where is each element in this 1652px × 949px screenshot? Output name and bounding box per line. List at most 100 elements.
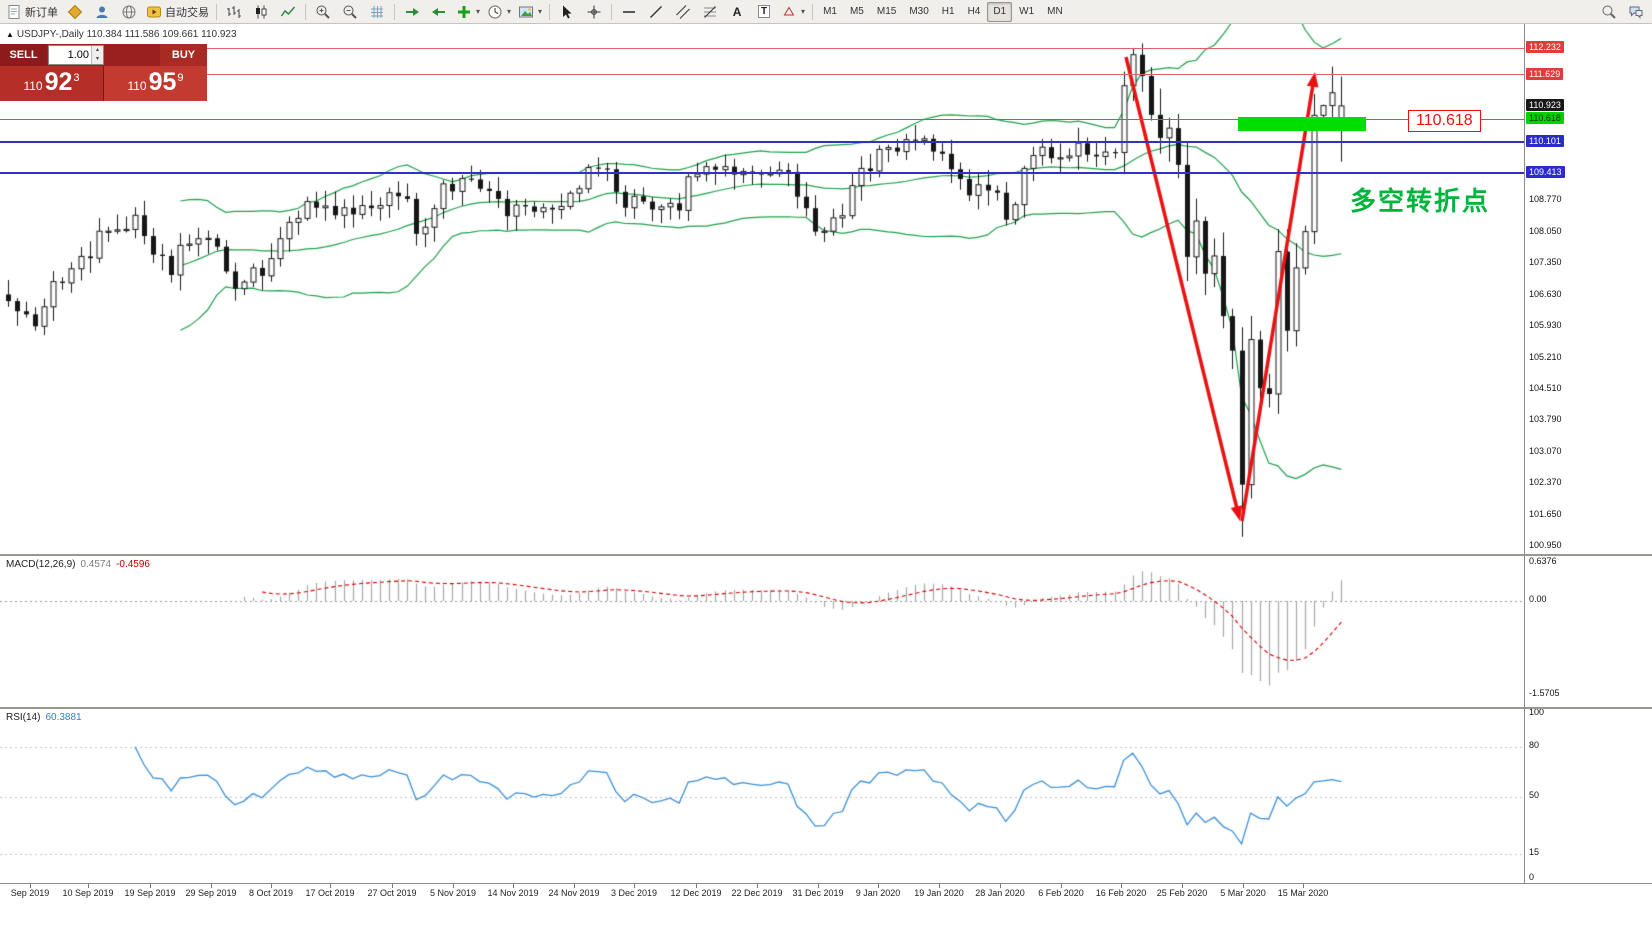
grid-button[interactable]: [364, 2, 390, 22]
symbol-collapse-icon[interactable]: ▲: [6, 30, 14, 39]
profile-icon: [96, 6, 108, 18]
price-tick: 104.510: [1529, 382, 1562, 393]
timeframe-d1-button[interactable]: D1: [987, 1, 1013, 22]
price-tick: 103.790: [1529, 414, 1562, 425]
panel-separator[interactable]: [0, 707, 1652, 709]
channel-tool-button[interactable]: [670, 2, 696, 22]
candlestick-chart-button[interactable]: [248, 2, 274, 22]
date-label: 6 Feb 2020: [1038, 888, 1084, 898]
date-tick: [271, 884, 272, 888]
zoom-in-button[interactable]: [310, 2, 336, 22]
horizontal-line-112.232[interactable]: [0, 47, 1524, 49]
timeframe-group: M1 M5 M15 M30 H1 H4 D1 W1 MN: [817, 1, 1069, 22]
date-tick: [1243, 884, 1244, 888]
date-tick: [30, 884, 31, 888]
profiles-button[interactable]: [89, 2, 115, 22]
new-order-button[interactable]: 新订单: [3, 2, 61, 22]
chinese-annotation[interactable]: 多空转折点: [1350, 186, 1491, 216]
macd-canvas[interactable]: [0, 556, 1524, 707]
macd-tick: 0.6376: [1529, 555, 1557, 566]
indicator-plus-icon: [458, 5, 470, 18]
rsi-tick: 50: [1529, 789, 1540, 800]
fibonacci-tool-button[interactable]: [697, 2, 723, 22]
toolbar-separator: [305, 3, 306, 20]
rsi-tick: 100: [1529, 707, 1545, 717]
volume-up-button[interactable]: ▴: [92, 46, 103, 55]
panel-separator[interactable]: [0, 554, 1652, 556]
date-tick: [88, 884, 89, 888]
textbox-tool-icon: T: [757, 5, 771, 18]
trendline-tool-button[interactable]: [643, 2, 669, 22]
auto-scroll-button[interactable]: [399, 2, 425, 22]
textbox-tool-button[interactable]: T: [751, 2, 777, 22]
date-tick: [150, 884, 151, 888]
rsi-tick: 0: [1529, 872, 1535, 882]
horizontal-line-109.413[interactable]: [0, 171, 1524, 174]
cursor-button[interactable]: [554, 2, 580, 22]
date-label: 31 Dec 2019: [792, 888, 844, 898]
date-label: 8 Oct 2019: [248, 888, 294, 898]
toolbar-separator: [812, 3, 814, 20]
price-flag-red: 111.629: [1526, 67, 1564, 80]
new-order-label: 新订单: [25, 6, 58, 19]
date-label: 19 Sep 2019: [124, 888, 176, 898]
buy-button[interactable]: BUY: [160, 44, 207, 66]
green-zone-rectangle[interactable]: [1238, 117, 1366, 131]
indicators-button[interactable]: ▾: [453, 2, 483, 22]
text-tool-button[interactable]: A: [724, 2, 750, 22]
macd-tick: -1.5705: [1529, 687, 1560, 698]
search-button[interactable]: [1596, 2, 1622, 22]
horizontal-line-111.629[interactable]: [0, 74, 1524, 76]
autotrading-button[interactable]: 自动交易: [143, 2, 212, 22]
crosshair-button[interactable]: [581, 2, 607, 22]
horizontal-line-110.618[interactable]: [0, 118, 1524, 120]
zoom-out-button[interactable]: [337, 2, 363, 22]
horizontal-line-110.101[interactable]: [0, 141, 1524, 144]
price-chart-canvas[interactable]: [0, 24, 1524, 554]
timeframe-m30-button[interactable]: M30: [909, 6, 929, 17]
sell-price[interactable]: 110 92 3: [0, 66, 104, 101]
chart-shift-button[interactable]: [426, 2, 452, 22]
gold-diamond-button[interactable]: [62, 2, 88, 22]
date-label: 15 Mar 2020: [1277, 888, 1329, 898]
price-tick: 101.650: [1529, 509, 1562, 520]
volume-input[interactable]: 1.00 ▴ ▾: [48, 45, 104, 65]
timeframe-m1-button[interactable]: M1: [823, 6, 837, 17]
volume-down-button[interactable]: ▾: [92, 55, 103, 64]
hline-tool-button[interactable]: [616, 2, 642, 22]
timeframe-mn-button[interactable]: MN: [1047, 6, 1063, 17]
date-label: 22 Dec 2019: [731, 888, 783, 898]
clock-icon: [488, 5, 502, 18]
new-order-icon: [8, 4, 20, 19]
timeframe-m15-button[interactable]: M15: [876, 6, 897, 17]
grid-icon: [371, 5, 383, 18]
periods-button[interactable]: ▾: [484, 2, 514, 22]
date-axis[interactable]: Sep 2019 10 Sep 2019 19 Sep 2019 29 Sep 201…: [0, 883, 1652, 949]
timeframe-h4-button[interactable]: H4: [967, 6, 981, 17]
community-button[interactable]: [116, 2, 142, 22]
level-price-label[interactable]: 110.618: [1408, 110, 1481, 132]
date-tick: [1061, 884, 1062, 888]
date-label: 12 Dec 2019: [670, 888, 722, 898]
date-tick: [1182, 884, 1183, 888]
timeframe-h1-button[interactable]: H1: [941, 6, 955, 17]
chat-button[interactable]: [1623, 2, 1649, 22]
toolbar-separator: [611, 3, 613, 20]
chat-icon: [1629, 6, 1643, 19]
shapes-tool-button[interactable]: ▾: [778, 2, 808, 22]
cursor-icon: [563, 5, 572, 18]
templates-button[interactable]: ▾: [515, 2, 545, 22]
timeframe-m5-button[interactable]: M5: [849, 6, 864, 17]
rsi-canvas[interactable]: [0, 709, 1524, 883]
bar-chart-button[interactable]: [221, 2, 247, 22]
trade-panel-filler: [104, 44, 160, 66]
sell-button[interactable]: SELL: [0, 44, 47, 66]
timeframe-w1-button[interactable]: W1: [1019, 6, 1035, 17]
buy-price[interactable]: 110 95 9: [104, 66, 207, 101]
line-chart-button[interactable]: [275, 2, 301, 22]
autotrading-icon: [147, 6, 161, 17]
rsi-tick: 15: [1529, 847, 1540, 858]
price-scale[interactable]: 108.770 108.050 107.350 106.630 105.930 105.2…: [1524, 24, 1652, 883]
date-label: 10 Sep 2019: [62, 888, 114, 898]
